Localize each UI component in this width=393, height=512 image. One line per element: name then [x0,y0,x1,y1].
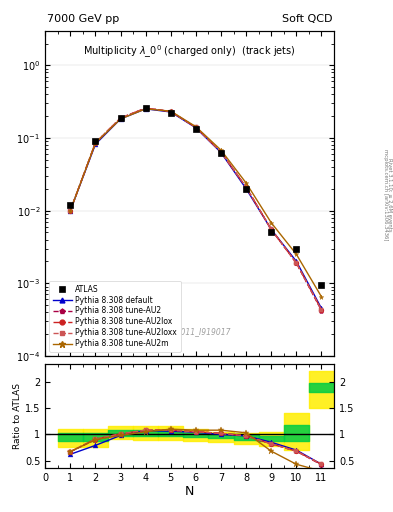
Pythia 8.308 tune-AU2lox [118,115,123,121]
Pythia 8.308 default [68,207,73,214]
Pythia 8.308 tune-AU2lox [294,260,299,266]
ATLAS [118,115,123,121]
Pythia 8.308 tune-AU2m [118,116,123,122]
Pythia 8.308 tune-AU2m [269,220,274,226]
Pythia 8.308 tune-AU2lox [143,105,148,111]
Pythia 8.308 tune-AU2lox [244,184,248,190]
Pythia 8.308 tune-AU2loxx [319,307,324,313]
ATLAS [219,150,223,156]
Pythia 8.308 tune-AU2lox [193,124,198,131]
ATLAS [319,282,324,288]
ATLAS [169,110,173,116]
Pythia 8.308 default [169,109,173,115]
Pythia 8.308 tune-AU2m [169,108,173,114]
Pythia 8.308 tune-AU2m [319,294,324,300]
Pythia 8.308 tune-AU2m [93,140,98,146]
Pythia 8.308 tune-AU2m [294,251,299,258]
Pythia 8.308 tune-AU2lox [219,149,223,155]
Pythia 8.308 tune-AU2 [169,109,173,115]
X-axis label: N: N [185,485,194,498]
Pythia 8.308 tune-AU2 [143,105,148,111]
Pythia 8.308 tune-AU2 [118,115,123,121]
Legend: ATLAS, Pythia 8.308 default, Pythia 8.308 tune-AU2, Pythia 8.308 tune-AU2lox, Py: ATLAS, Pythia 8.308 default, Pythia 8.30… [49,281,180,352]
Y-axis label: Ratio to ATLAS: Ratio to ATLAS [13,383,22,449]
Pythia 8.308 default [118,116,123,122]
Text: Soft QCD: Soft QCD [282,13,332,24]
Text: Multiplicity $\lambda\_0^0$ (charged only)  (track jets): Multiplicity $\lambda\_0^0$ (charged onl… [83,44,296,60]
Pythia 8.308 tune-AU2loxx [93,140,98,146]
Pythia 8.308 tune-AU2loxx [294,260,299,266]
Pythia 8.308 tune-AU2 [269,226,274,232]
Pythia 8.308 tune-AU2loxx [244,184,248,190]
Pythia 8.308 tune-AU2 [93,140,98,146]
Line: Pythia 8.308 default: Pythia 8.308 default [68,106,324,311]
Pythia 8.308 tune-AU2m [219,147,223,153]
Line: Pythia 8.308 tune-AU2: Pythia 8.308 tune-AU2 [68,105,324,313]
Pythia 8.308 tune-AU2 [294,260,299,266]
Pythia 8.308 default [294,258,299,264]
Pythia 8.308 tune-AU2m [193,123,198,130]
Pythia 8.308 tune-AU2loxx [169,109,173,115]
Line: Pythia 8.308 tune-AU2m: Pythia 8.308 tune-AU2m [68,106,324,299]
Line: Pythia 8.308 tune-AU2loxx: Pythia 8.308 tune-AU2loxx [68,105,324,312]
ATLAS [193,125,198,132]
Text: ATLAS_2011_I919017: ATLAS_2011_I919017 [149,327,231,336]
Pythia 8.308 default [244,186,248,192]
Pythia 8.308 tune-AU2loxx [193,124,198,131]
Pythia 8.308 tune-AU2lox [68,207,73,214]
Pythia 8.308 tune-AU2 [319,308,324,314]
Pythia 8.308 default [193,125,198,131]
Pythia 8.308 tune-AU2loxx [68,207,73,214]
Pythia 8.308 tune-AU2m [68,207,73,214]
Pythia 8.308 tune-AU2lox [269,226,274,232]
Pythia 8.308 tune-AU2lox [319,307,324,313]
Line: ATLAS: ATLAS [67,104,325,288]
Pythia 8.308 tune-AU2 [244,184,248,190]
Text: 7000 GeV pp: 7000 GeV pp [47,13,119,24]
ATLAS [269,229,274,236]
Line: Pythia 8.308 tune-AU2lox: Pythia 8.308 tune-AU2lox [68,105,324,312]
Pythia 8.308 tune-AU2lox [169,109,173,115]
Pythia 8.308 default [93,141,98,147]
Pythia 8.308 tune-AU2 [193,124,198,131]
Pythia 8.308 tune-AU2loxx [219,149,223,155]
Pythia 8.308 tune-AU2loxx [143,105,148,111]
Pythia 8.308 tune-AU2loxx [269,226,274,232]
Pythia 8.308 tune-AU2lox [93,140,98,146]
ATLAS [294,245,299,251]
ATLAS [143,105,148,111]
Pythia 8.308 default [143,106,148,112]
ATLAS [68,202,73,208]
Text: mcplots.cern.ch [arXiv:1306.3436]: mcplots.cern.ch [arXiv:1306.3436] [383,149,387,240]
Text: Rivet 3.1.10; ≥ 2.6M events: Rivet 3.1.10; ≥ 2.6M events [387,158,392,231]
Pythia 8.308 tune-AU2 [68,207,73,214]
Pythia 8.308 tune-AU2m [143,106,148,112]
Pythia 8.308 tune-AU2m [244,180,248,186]
ATLAS [244,186,248,192]
Pythia 8.308 default [219,150,223,156]
Pythia 8.308 tune-AU2 [219,149,223,155]
Pythia 8.308 tune-AU2loxx [118,115,123,121]
ATLAS [93,138,98,144]
Pythia 8.308 default [319,305,324,311]
Pythia 8.308 default [269,226,274,232]
